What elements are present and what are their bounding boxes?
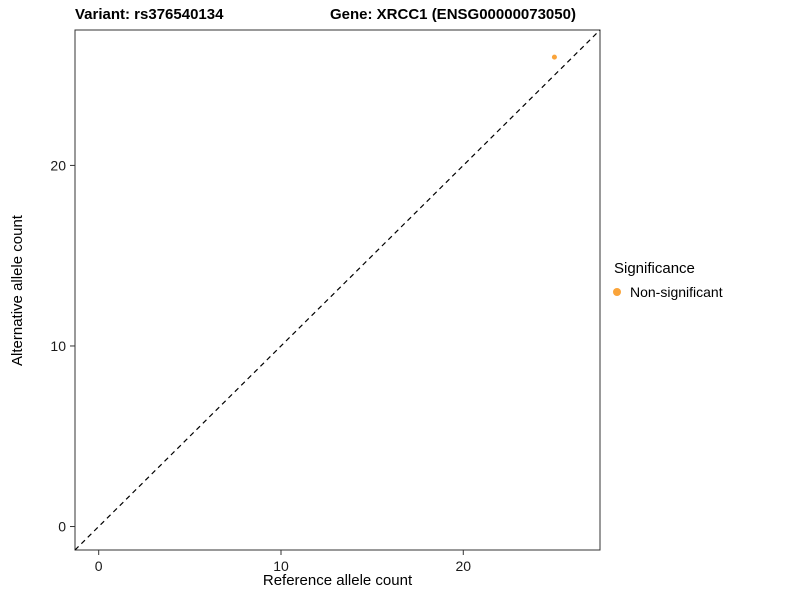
y-axis-label: Alternative allele count [8, 214, 26, 366]
x-tick-label: 0 [95, 558, 103, 574]
x-tick-label: 20 [455, 558, 471, 574]
legend-dot-icon [613, 288, 621, 296]
y-tick-label: 0 [58, 519, 66, 535]
legend: Significance Non-significant [610, 260, 723, 300]
y-tick-label: 10 [50, 338, 66, 354]
y-axis-label-container: Alternative allele count [2, 30, 32, 550]
plot-title-variant: Variant: rs376540134 [75, 6, 224, 23]
identity-line [74, 29, 601, 551]
legend-entry-label: Non-significant [630, 284, 723, 300]
legend-dot-canvas [613, 288, 621, 296]
y-tick-label: 20 [50, 157, 66, 173]
legend-entry: Non-significant [610, 284, 723, 300]
plot-title-gene: Gene: XRCC1 (ENSG00000073050) [330, 6, 576, 23]
x-axis-label: Reference allele count [262, 572, 413, 589]
legend-title: Significance [614, 260, 695, 277]
x-tick-label: 10 [273, 558, 289, 574]
data-point [551, 54, 557, 60]
